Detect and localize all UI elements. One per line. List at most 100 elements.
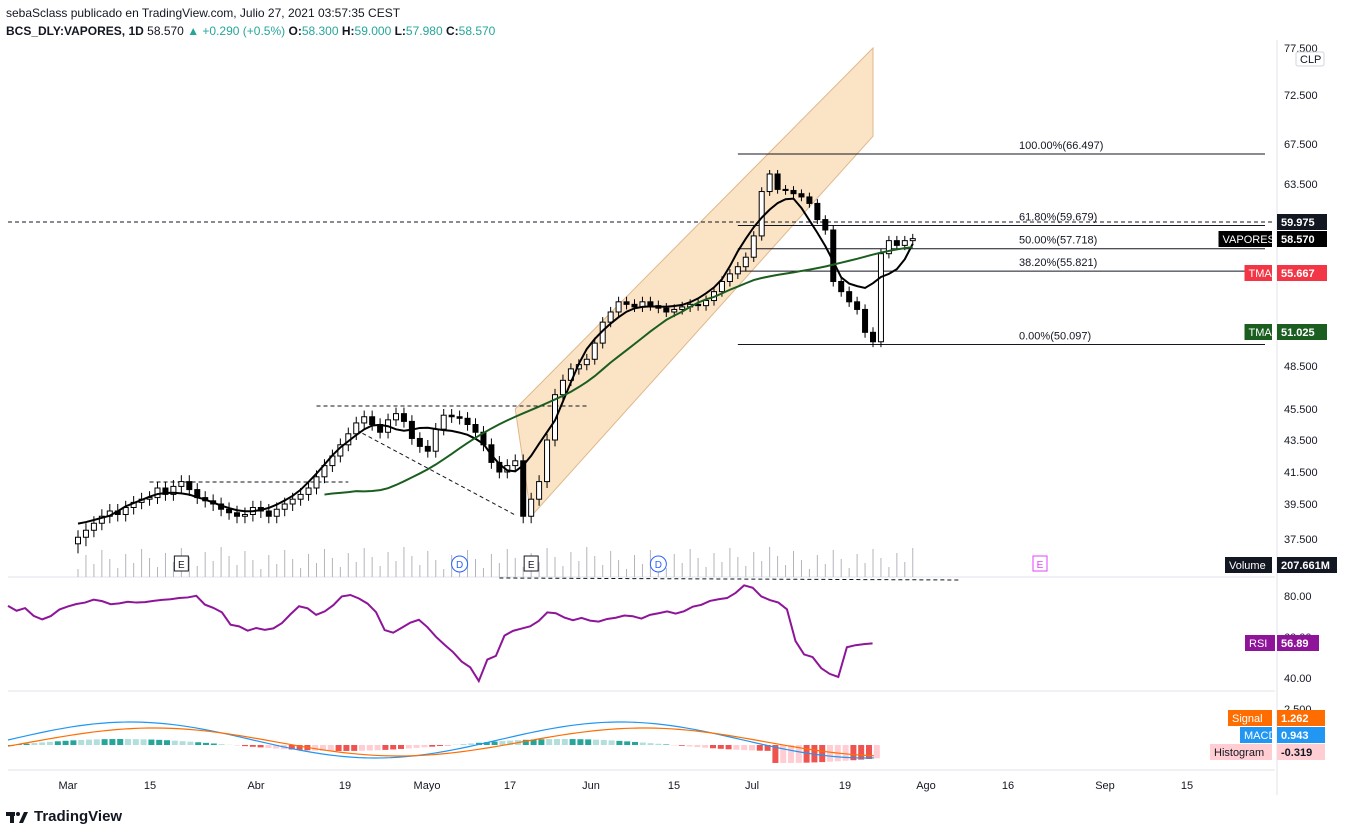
candle-body (170, 485, 177, 495)
histogram-bar (366, 745, 373, 751)
time-axis-tick: Ago (916, 780, 936, 792)
candle-body (559, 379, 566, 396)
event-marker: D (649, 555, 667, 573)
rsi-value: 56.89 (1281, 638, 1309, 650)
candle-body (297, 493, 304, 500)
dashed-level-box (1277, 214, 1327, 230)
histogram-bar (842, 745, 849, 761)
price-axis-tick: 72.500 (1284, 90, 1318, 102)
histogram-bar (382, 745, 389, 750)
histogram-bar (47, 741, 53, 745)
histogram-bar (335, 745, 342, 751)
earnings-marker-icon (523, 555, 539, 572)
tradingview-brand: TradingView (6, 808, 122, 825)
dividend-marker-icon (649, 555, 667, 573)
histogram-bar (764, 745, 771, 751)
histogram-bar (132, 739, 139, 745)
histogram-bar (538, 739, 545, 745)
candle-body (901, 240, 908, 246)
histogram-bar (312, 745, 319, 751)
histogram-bar (593, 739, 599, 745)
histogram-bar (54, 741, 61, 745)
candle-body (671, 308, 678, 313)
histogram-bar (655, 743, 662, 745)
tradingview-logo-icon (6, 811, 28, 823)
candle-body (647, 301, 654, 307)
candle-body (877, 253, 884, 343)
candle-body (520, 460, 527, 517)
close-value: 58.570 (458, 24, 496, 38)
price-label-value-box (1277, 231, 1327, 247)
time-axis-tick: 15 (1181, 780, 1193, 792)
histogram-bar (31, 743, 38, 745)
candle-body (750, 235, 757, 258)
histogram-bar (187, 741, 194, 745)
histogram-bar (632, 741, 638, 745)
high-label: H: (341, 24, 355, 38)
histogram-bar (374, 745, 381, 751)
candle-body (226, 508, 233, 514)
candle-body (703, 300, 710, 307)
histogram-bar (148, 739, 155, 745)
candle-body (154, 487, 161, 499)
macd-name: Signal (1232, 713, 1263, 725)
histogram-bar (756, 745, 763, 751)
fib-level-label: 100.00%(66.497) (1019, 140, 1103, 152)
histogram-bar (694, 745, 701, 748)
rsi-axis-tick: 40.00 (1284, 673, 1312, 685)
histogram-bar (546, 739, 553, 745)
price-label-name-box (1225, 557, 1272, 573)
earnings-marker-icon (1032, 555, 1048, 572)
candle-body (631, 303, 638, 308)
histogram-bar (616, 740, 623, 745)
histogram-bar (647, 743, 654, 745)
histogram-bar (109, 739, 116, 745)
trend-dashed-line (356, 429, 516, 516)
candle-body (909, 238, 916, 242)
price-label-value-box (1277, 265, 1327, 281)
event-marker-label: D (655, 560, 662, 571)
histogram-bar (600, 740, 607, 745)
candle-body (790, 189, 797, 195)
price-label-name-box (1244, 324, 1272, 340)
macd-line (7, 721, 874, 759)
candle-body (591, 342, 598, 360)
price-label-value-box (1277, 324, 1327, 340)
macd-value: 0.943 (1281, 730, 1309, 742)
candle-body (798, 193, 805, 198)
candle-body (854, 301, 861, 310)
fib-level-label: 61.80%(59.679) (1019, 212, 1097, 224)
event-marker-label: E (528, 560, 535, 571)
candle-body (830, 229, 837, 282)
candle-body (241, 514, 248, 517)
candle-body (416, 437, 423, 447)
rsi-line (7, 584, 873, 684)
candle-body (289, 498, 296, 505)
histogram-bar (585, 739, 592, 745)
time-axis-tick: Abr (247, 780, 264, 792)
histogram-bar (624, 741, 631, 745)
histogram-bar (741, 745, 748, 751)
histogram-bar (873, 745, 880, 759)
earnings-marker-icon (173, 555, 189, 572)
histogram-bar (93, 739, 100, 745)
histogram-bar (499, 741, 506, 745)
histogram-bar (866, 745, 872, 760)
time-axis-tick: Mayo (414, 780, 441, 792)
candle-body (448, 414, 455, 418)
symbol-info: BCS_DLY:VAPORES, 1D 58.570 ▲ +0.290 (+0.… (6, 22, 495, 40)
histogram-bar (702, 745, 709, 748)
candle-body (536, 481, 543, 500)
price-label-name: Volume (1229, 560, 1266, 572)
histogram-bar (639, 742, 646, 745)
histogram-bar (23, 743, 30, 745)
histogram-bar (561, 739, 568, 745)
histogram-bar (577, 739, 584, 745)
histogram-bar (491, 741, 498, 745)
histogram-bar (437, 745, 443, 747)
macd-name: Histogram (1214, 747, 1264, 759)
time-axis-tick: Jun (582, 780, 600, 792)
fib-level-label: 38.20%(55.821) (1019, 257, 1097, 269)
candle-body (758, 191, 765, 237)
